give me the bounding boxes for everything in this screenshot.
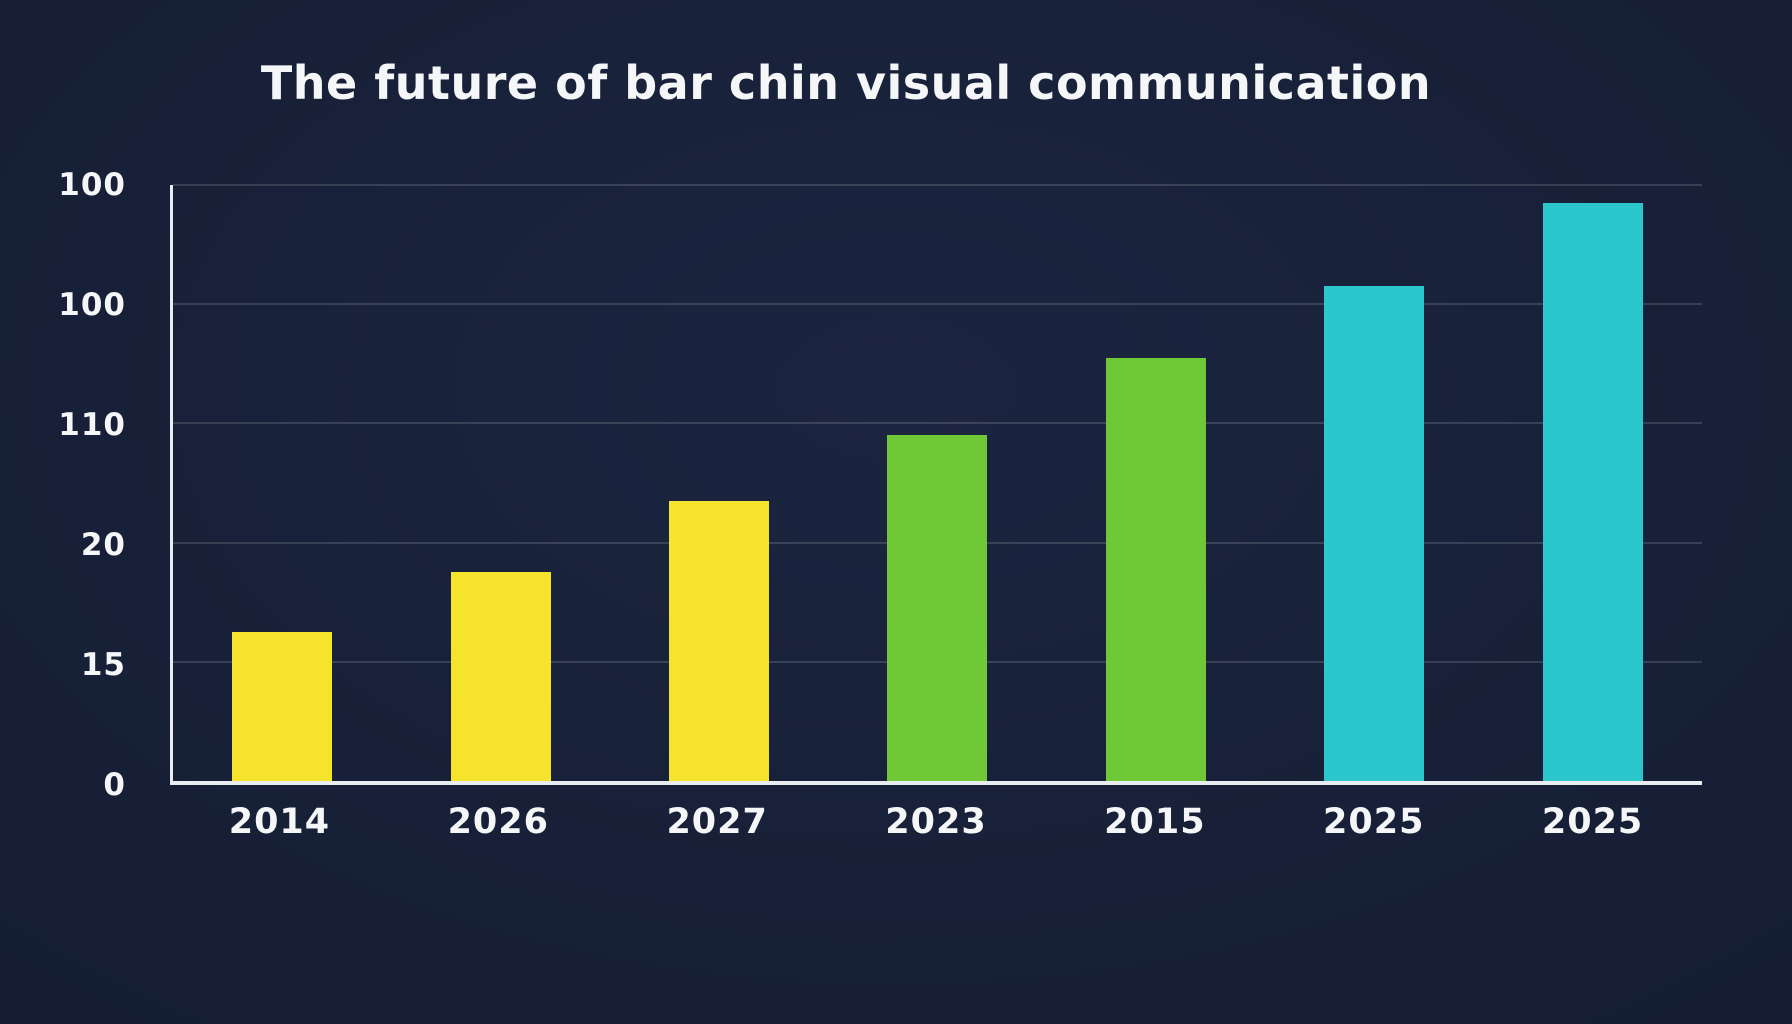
bar-slot bbox=[173, 185, 391, 781]
bar-slot bbox=[1484, 185, 1702, 781]
x-tick-label: 2027 bbox=[666, 802, 768, 842]
bar-2015 bbox=[1105, 357, 1206, 781]
bar-2014 bbox=[232, 632, 333, 781]
bar-2026 bbox=[450, 572, 551, 781]
x-tick-label: 2025 bbox=[1323, 802, 1425, 842]
bar-slot bbox=[1047, 185, 1265, 781]
y-tick-label: 15 bbox=[80, 647, 126, 683]
y-tick-label: 100 bbox=[58, 287, 126, 323]
bar-2027 bbox=[669, 500, 770, 781]
x-tick-label: 2014 bbox=[228, 802, 331, 842]
bars bbox=[173, 185, 1702, 781]
y-tick-label: 20 bbox=[80, 527, 126, 563]
bar-slot bbox=[391, 185, 609, 781]
x-tick-label: 2025 bbox=[1541, 802, 1644, 842]
gridline bbox=[173, 422, 1702, 425]
gridline bbox=[173, 303, 1702, 306]
gridline bbox=[173, 184, 1702, 186]
y-tick-label: 0 bbox=[103, 767, 126, 803]
bar-2023 bbox=[887, 435, 988, 781]
bar-slot bbox=[1265, 185, 1483, 781]
plot-area bbox=[170, 184, 1702, 785]
x-tick-label: 2023 bbox=[885, 802, 987, 842]
bar-slot bbox=[610, 185, 828, 781]
y-tick-label: 110 bbox=[58, 407, 126, 443]
bar-2025 bbox=[1542, 202, 1643, 781]
x-tick-label: 2026 bbox=[447, 802, 549, 842]
y-tick-label: 100 bbox=[58, 167, 126, 203]
chart-title: The future of bar chin visual communicat… bbox=[260, 56, 1432, 110]
y-axis-labels: 0 15 20 110 100 100 bbox=[0, 167, 150, 803]
x-tick-label: 2015 bbox=[1104, 802, 1206, 842]
x-axis-labels: 2014 2026 2027 2023 2015 2025 2025 bbox=[170, 802, 1702, 842]
bar-2025 bbox=[1324, 286, 1425, 781]
bar-slot bbox=[828, 185, 1046, 781]
